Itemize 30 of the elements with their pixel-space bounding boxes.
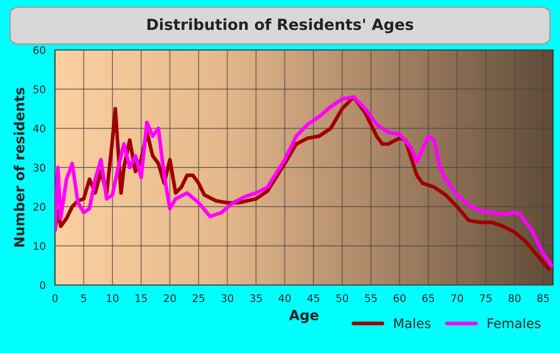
x-tick-label: 25 (192, 294, 204, 302)
x-tick-label: 45 (307, 294, 320, 302)
y-tick-label: 0 (40, 281, 46, 290)
y-tick-label: 10 (34, 242, 46, 250)
x-tick-label: 50 (336, 294, 348, 302)
y-tick-label: 40 (33, 124, 46, 132)
y-tick-label: 20 (33, 202, 46, 211)
x-tick-label: 65 (422, 294, 434, 302)
x-tick-label: 40 (278, 294, 291, 302)
x-tick-label: 5 (81, 294, 86, 302)
y-tick-label: 50 (34, 85, 46, 94)
x-tick-label: 55 (365, 294, 377, 302)
y-tick-label: 60 (33, 46, 46, 54)
y-axis-title: Number of residents (14, 88, 24, 247)
x-tick-label: 0 (52, 294, 58, 302)
x-axis-title: Age (289, 310, 318, 324)
x-tick-label: 60 (394, 294, 406, 302)
x-tick-label: 70 (451, 294, 464, 302)
y-tick-label: 30 (34, 164, 46, 172)
x-tick-label: 85 (537, 294, 549, 302)
x-tick-label: 10 (106, 294, 118, 302)
x-tick-label: 30 (221, 294, 234, 302)
x-tick-label: 75 (480, 294, 492, 302)
x-tick-label: 15 (136, 294, 147, 302)
x-tick-label: 35 (250, 294, 262, 302)
x-tick-label: 20 (164, 294, 176, 302)
x-tick-label: 80 (508, 294, 520, 302)
legend-label: Females (488, 318, 540, 328)
chart-title: Distribution of Residents' Ages (147, 18, 414, 34)
legend-label: Males (394, 318, 430, 328)
